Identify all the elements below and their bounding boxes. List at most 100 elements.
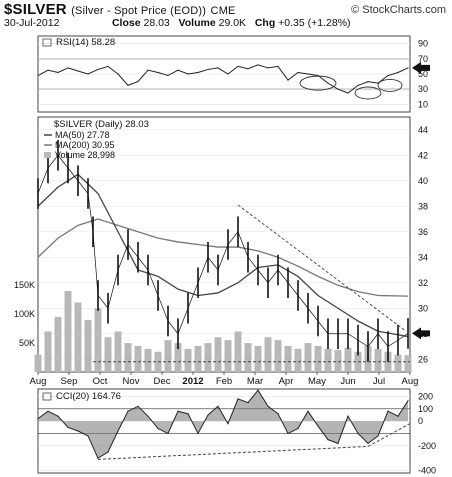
cci-area [38,390,408,459]
cci-point-13 [167,432,169,435]
rsi-point-31 [347,92,349,94]
rsi-point-14 [177,69,179,71]
rsi-point-15 [187,73,189,75]
cci-point-32 [357,432,359,435]
rsi-point-7 [107,65,109,67]
cci-point-30 [337,442,339,444]
volume-bar-25 [284,345,292,372]
brand-label: © StockCharts.com [351,4,446,16]
chg-value: +0.35 (+1.28%) [278,17,351,29]
cci-point-15 [187,413,189,415]
volume-bar-0 [34,354,42,372]
cci-title: CCI(20) 164.76 [56,391,121,402]
rsi-point-10 [137,81,139,83]
quote-line: 30-Jul-2012 Close 28.03 Volume 29.0K Chg… [4,17,351,29]
symbol-description: (Silver - Spot Price (EOD)) [71,5,207,17]
cci-point-21 [247,401,249,404]
price-tick-6: 32 [418,278,428,288]
volume-bar-16 [194,345,202,372]
cci-point-24 [277,413,279,415]
volume-bar-14 [174,343,182,372]
price-panel: 44424038363432302826150K100K50K$SILVER (… [14,116,430,387]
rsi-tick-4: 10 [418,99,428,109]
cci-point-16 [197,432,199,435]
rsi-point-16 [197,71,199,74]
cci-point-25 [287,432,289,435]
price-title: $SILVER (Daily) 28.03 [54,119,149,130]
cci-point-0 [37,418,39,420]
rsi-point-1 [47,69,49,71]
volume-label: Volume [178,17,216,29]
legend-label-0: MA(50) 27.78 [55,130,110,140]
ma200-line [37,218,409,297]
volume-bar-28 [314,345,322,372]
volume-bar-4 [74,302,82,372]
rsi-point-30 [337,88,339,90]
rsi-point-9 [127,84,129,86]
rsi-panel: 90 70 50 30 10 RSI(14) 58.28 [37,35,430,113]
rsi-point-5 [87,73,89,75]
volume-tick-2: 50K [19,338,35,348]
volume-bar-6 [94,308,102,372]
symbol-title: $SILVER (Silver - Spot Price (EOD)) CME [4,1,236,18]
price-tick-9: 26 [418,354,428,364]
close-label: Close [111,17,141,29]
volume-bar-13 [164,340,172,372]
cci-point-20 [237,398,239,400]
close-value: 28.03 [143,17,170,29]
rsi-point-0 [37,74,39,77]
price-tick-5: 34 [418,252,428,262]
rsi-point-18 [217,67,219,69]
x-label-6: Feb [216,376,232,387]
cci-point-34 [377,435,379,437]
rsi-point-22 [257,64,259,66]
cci-point-2 [57,415,59,417]
volume-bar-22 [254,345,262,372]
volume-bar-3 [64,290,72,372]
cci-line [37,389,409,459]
rsi-point-27 [307,73,309,75]
cci-point-35 [387,410,389,412]
rsi-arrow-marker [412,61,430,74]
volume-bar-11 [144,348,152,372]
x-label-1: Sep [61,376,78,387]
symbol: $SILVER [4,1,67,18]
cci-point-14 [177,410,179,412]
x-label-0: Aug [30,376,47,387]
cci-point-27 [307,410,309,412]
rsi-tick-0: 90 [418,39,428,49]
volume-bar-27 [304,343,312,372]
cci-point-17 [207,414,209,416]
volume-bar-7 [104,337,112,372]
rsi-point-19 [227,73,229,75]
rsi-title: RSI(14) 58.28 [56,37,115,48]
x-label-2: Oct [93,376,108,387]
cci-legend-box [42,392,52,401]
cci-point-6 [97,457,99,459]
volume-bar-8 [114,331,122,372]
cci-point-3 [67,426,69,428]
cci-point-9 [127,410,129,412]
rsi-point-13 [167,74,169,77]
volume-bar-1 [44,331,52,372]
price-tick-7: 30 [418,303,428,313]
cci-point-8 [117,430,119,432]
rsi-point-25 [287,79,289,81]
volume-bar-2 [54,317,62,372]
volume-value: 29.0K [218,17,247,29]
rsi-point-2 [57,71,59,74]
price-tick-2: 40 [418,176,428,186]
rsi-point-3 [67,67,69,69]
cci-point-5 [87,435,89,437]
cci-tick-1: 100 [418,404,433,414]
rsi-oval-1 [354,86,382,100]
price-arrow-marker [412,327,430,340]
price-tick-1: 42 [418,150,428,160]
cci-support-line [97,445,369,460]
rsi-point-12 [157,71,159,74]
volume-bar-30 [334,350,342,372]
volume-bar-19 [224,340,232,372]
volume-bar-17 [204,343,212,372]
cci-point-37 [407,400,409,402]
legend-label-1: MA(200) 30.95 [55,140,115,150]
